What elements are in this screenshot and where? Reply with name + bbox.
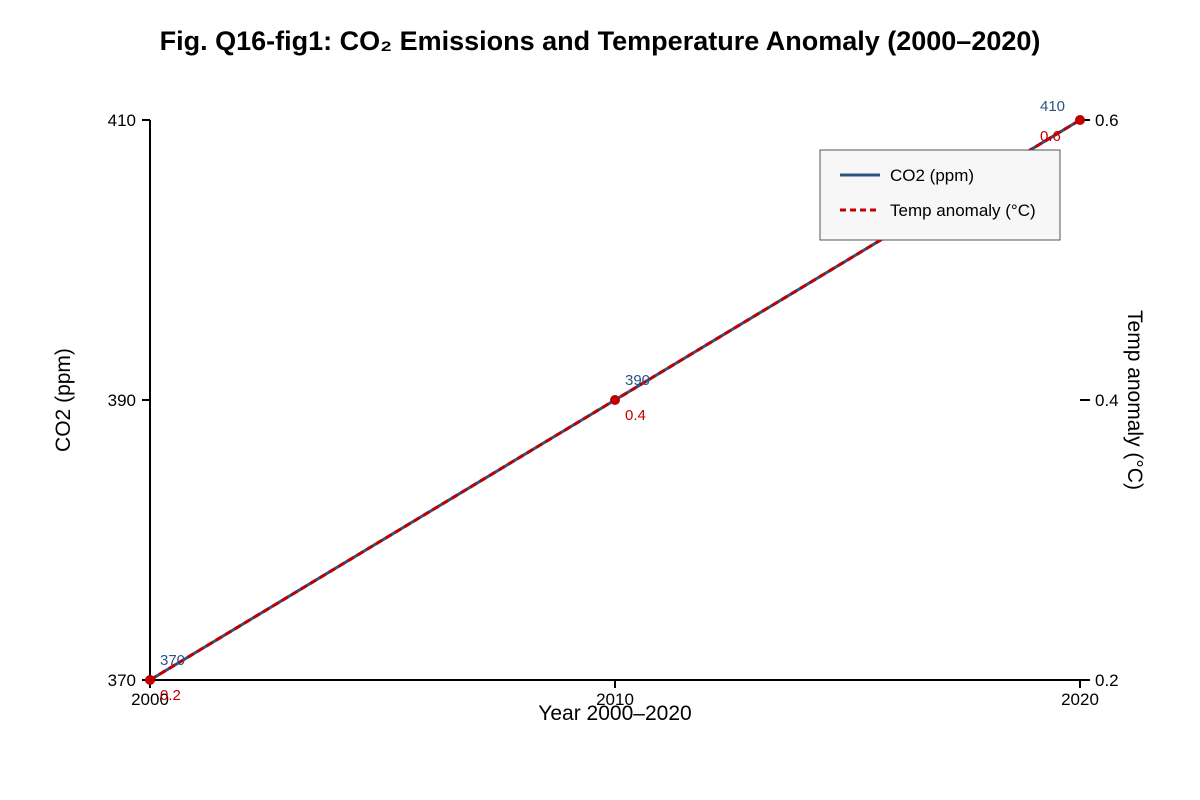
data-label-temp-anomaly: 0.4 <box>625 407 646 424</box>
y-tick-label-left: 390 <box>108 391 136 410</box>
markers <box>145 115 1085 685</box>
y-tick-label-right: 0.6 <box>1095 111 1119 130</box>
data-label-co2: 390 <box>625 372 650 389</box>
y-axis-title-right: Temp anomaly (°C) <box>1123 310 1146 490</box>
x-tick-label: 2000 <box>131 690 169 709</box>
data-label-temp-anomaly: 0.6 <box>1040 128 1061 145</box>
x-tick-label: 2010 <box>596 690 634 709</box>
ticks: 370 390 410 0.2 0.4 0.6 2000 2010 2020 <box>108 111 1119 709</box>
legend-label: CO2 (ppm) <box>890 166 974 185</box>
x-tick-label: 2020 <box>1061 690 1099 709</box>
legend: CO2 (ppm) Temp anomaly (°C) <box>819 149 1061 241</box>
x-axis-title: Year 2000–2020 <box>538 702 691 725</box>
chart-title: Fig. Q16-fig1: CO₂ Emissions and Tempera… <box>160 26 1041 56</box>
data-point-temp-anomaly <box>610 395 620 405</box>
data-labels: 370 390 410 0.2 0.4 0.6 <box>160 98 1065 704</box>
legend-label: Temp anomaly (°C) <box>890 201 1036 220</box>
y-tick-label-left: 410 <box>108 111 136 130</box>
y-tick-label-left: 370 <box>108 671 136 690</box>
legend-box <box>819 149 1061 241</box>
data-label-co2: 410 <box>1040 98 1065 115</box>
y-tick-label-right: 0.4 <box>1095 391 1119 410</box>
y-tick-label-right: 0.2 <box>1095 671 1119 690</box>
data-label-temp-anomaly: 0.2 <box>160 687 181 704</box>
data-label-co2: 370 <box>160 652 185 669</box>
y-axis-title-left: CO2 (ppm) <box>52 348 75 452</box>
data-point-temp-anomaly <box>1075 115 1085 125</box>
data-point-temp-anomaly <box>145 675 155 685</box>
